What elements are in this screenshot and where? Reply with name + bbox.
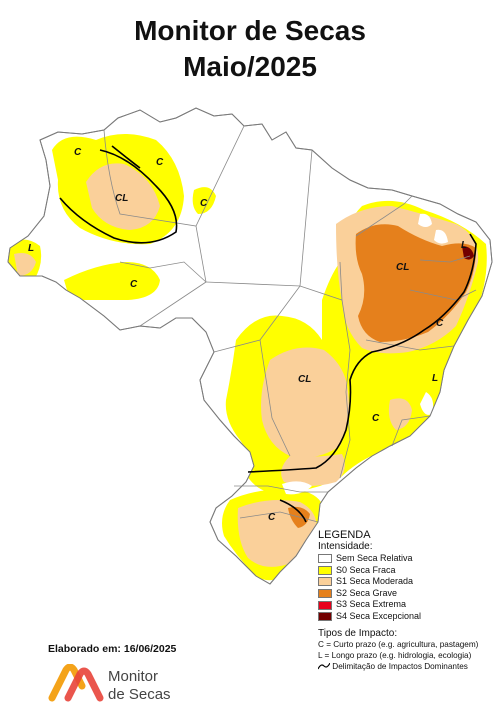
logo-text-line1: Monitor (108, 668, 159, 685)
map-title-line2: Maio/2025 (183, 51, 317, 82)
impact-label: L (28, 243, 34, 254)
impact-label: L (461, 240, 467, 251)
legend-impact-long: L = Longo prazo (e.g. hidrologia, ecolog… (318, 650, 472, 660)
impact-label: C (156, 157, 164, 168)
state-border (391, 415, 431, 447)
state-border (259, 339, 291, 457)
legend-swatch (318, 600, 332, 610)
impact-label: C (436, 318, 444, 329)
legend-impact-line-label: Delimitação de Impactos Dominantes (332, 661, 468, 671)
elaboration-date: Elaborado em: 16/06/2025 (48, 643, 177, 655)
monitor-de-secas-logo-icon (48, 664, 104, 702)
legend-label: S4 Seca Excepcional (336, 611, 422, 622)
state-border (409, 289, 477, 301)
state-border (355, 195, 413, 237)
logo-text: Monitor de Secas (108, 668, 171, 704)
legend-impact-short: C = Curto prazo (e.g. agricultura, pasta… (318, 639, 479, 649)
impact-label: CL (298, 374, 311, 385)
map-title-line1: Monitor de Secas (134, 15, 366, 46)
impact-label: CL (396, 262, 409, 273)
legend-item-no-drought: Sem Seca Relativa (318, 553, 498, 565)
impact-label: C (372, 413, 380, 424)
legend-impact-title: Tipos de Impacto: (318, 627, 398, 639)
legend-item-s4: S4 Seca Excepcional (318, 611, 498, 623)
legend-swatch (318, 565, 332, 575)
impact-line-northwest-small (111, 145, 141, 169)
no-drought-gap-coast (434, 229, 448, 244)
impact-label: C (268, 512, 276, 523)
map-legend: LEGENDA Intensidade: Sem Seca Relativa S… (317, 529, 498, 672)
legend-item-s1: S1 Seca Moderada (318, 576, 498, 588)
legend-item-s3: S3 Seca Extrema (318, 599, 498, 611)
legend-title: LEGENDA (318, 529, 371, 541)
state-border (103, 125, 245, 227)
impact-line-south (279, 499, 307, 523)
no-drought-gap-ne (418, 213, 432, 227)
legend-swatch (318, 577, 332, 587)
legend-item-s2: S2 Seca Grave (318, 588, 498, 600)
s4-area-northeast (462, 246, 474, 260)
legend-label: S2 Seca Grave (336, 587, 398, 598)
state-border (365, 339, 455, 351)
legend-label: S3 Seca Extrema (336, 599, 407, 610)
s1-area-center (261, 347, 349, 458)
legend-label: S0 Seca Fraca (336, 564, 396, 575)
legend-swatch (318, 589, 332, 599)
no-drought-areas (282, 213, 448, 495)
no-drought-gap-se (420, 392, 434, 415)
legend-swatch (318, 554, 332, 564)
delimitation-line-icon (317, 662, 331, 670)
s0-area-small-north (192, 187, 216, 214)
state-border (339, 299, 351, 479)
no-drought-gap-south (282, 481, 312, 495)
legend-label: Sem Seca Relativa (336, 553, 413, 564)
s1-area-west (14, 253, 36, 276)
s1-area-northwest (86, 163, 160, 230)
logo-text-line2: de Secas (108, 686, 171, 703)
impact-label: C (74, 147, 82, 158)
state-border (119, 261, 207, 283)
impact-line-northwest (59, 149, 178, 244)
impact-delimitation-lines (59, 145, 477, 523)
legend-item-s0: S0 Seca Fraca (318, 565, 498, 577)
impact-label: C (130, 279, 138, 290)
impact-label: CL (115, 193, 128, 204)
legend-label: S1 Seca Moderada (336, 576, 414, 587)
s2-area-south (288, 506, 310, 528)
s1-area-southeast (388, 398, 412, 430)
s0-area-southwest (64, 262, 160, 300)
impact-labels: C C CL C L C CL L C CL L C C (28, 147, 467, 523)
legend-intensity-title: Intensidade: (318, 541, 373, 552)
impact-label: L (432, 373, 438, 384)
state-border (234, 485, 328, 493)
legend-swatch (318, 612, 332, 622)
state-borders (103, 125, 477, 523)
legend-impact-line: Delimitação de Impactos Dominantes (317, 661, 498, 672)
impact-line-center (247, 233, 477, 473)
state-border (239, 511, 319, 523)
state-border (419, 255, 471, 263)
s1-area-center-south (281, 454, 345, 486)
impact-label: C (200, 198, 208, 209)
